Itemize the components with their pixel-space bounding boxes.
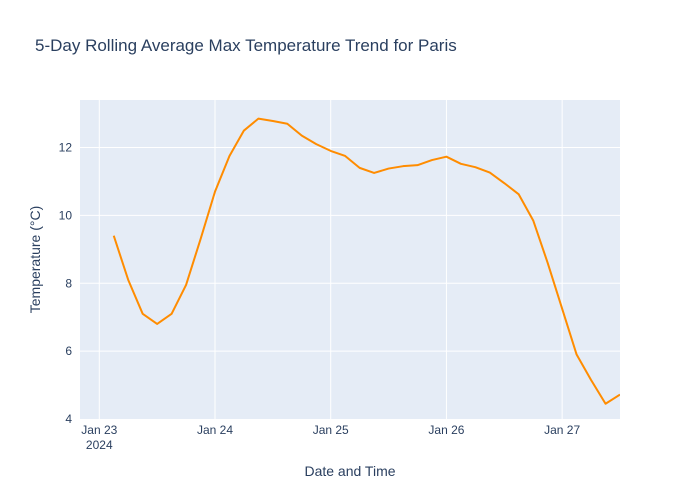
x-tick-label: Jan 26 xyxy=(428,423,464,437)
gridlines xyxy=(80,100,620,419)
x-tick-label: Jan 27 xyxy=(544,423,580,437)
x-tick-sublabel: 2024 xyxy=(86,438,113,452)
x-tick-label: Jan 25 xyxy=(313,423,349,437)
x-axis-title: Date and Time xyxy=(304,463,395,479)
series-layer xyxy=(112,117,620,405)
y-tick-label: 6 xyxy=(65,344,72,358)
x-tick-label: Jan 24 xyxy=(197,423,233,437)
series-line xyxy=(112,117,620,405)
plot-area xyxy=(80,100,620,419)
y-tick-label: 10 xyxy=(59,208,73,222)
y-tick-label: 8 xyxy=(65,276,72,290)
chart-title: 5-Day Rolling Average Max Temperature Tr… xyxy=(35,36,457,55)
x-tick-label: Jan 23 xyxy=(81,423,117,437)
y-tick-label: 12 xyxy=(59,141,73,155)
y-axis-title: Temperature (°C) xyxy=(27,206,43,314)
y-tick-label: 4 xyxy=(65,412,72,426)
